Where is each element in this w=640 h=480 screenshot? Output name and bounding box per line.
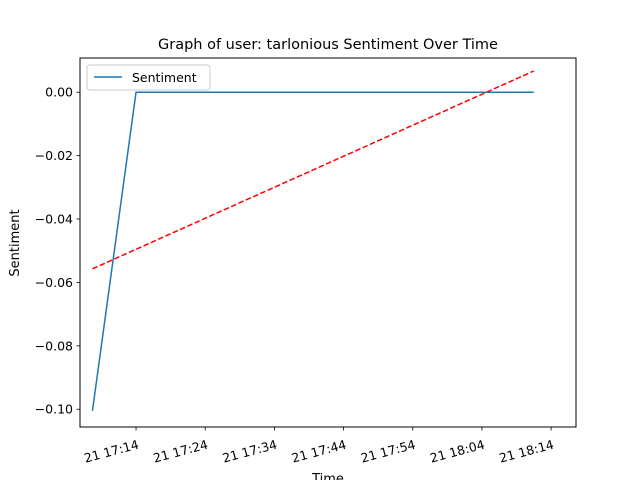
y-tick-label: −0.10 bbox=[35, 402, 73, 417]
x-tick-label: 21 17:24 bbox=[152, 437, 210, 466]
plot-area bbox=[79, 57, 577, 428]
x-tick-label: 21 17:14 bbox=[82, 437, 140, 466]
x-tick-label: 21 17:44 bbox=[290, 437, 348, 466]
plot-frame bbox=[79, 57, 577, 428]
x-tick-label: 21 18:04 bbox=[428, 437, 486, 466]
y-tick-label: 0.00 bbox=[45, 85, 73, 100]
y-tick-label: −0.06 bbox=[35, 275, 73, 290]
x-tick-label: 21 18:14 bbox=[497, 437, 555, 466]
legend-label-sentiment: Sentiment bbox=[132, 70, 197, 85]
x-axis: 21 17:14 21 17:24 21 17:34 21 17:44 21 17:54… bbox=[82, 427, 555, 466]
y-tick-label: −0.08 bbox=[35, 338, 73, 353]
x-axis-label: Time bbox=[311, 472, 344, 480]
chart-title: Graph of user: tarlonious Sentiment Over… bbox=[158, 37, 498, 53]
y-tick-label: −0.04 bbox=[35, 212, 73, 227]
legend: Sentiment bbox=[86, 64, 211, 91]
series-layer bbox=[91, 70, 535, 411]
trend-line bbox=[92, 70, 535, 270]
legend-box bbox=[86, 64, 211, 91]
sentiment-line bbox=[91, 91, 534, 411]
y-axis: 0.00 −0.02 −0.04 −0.06 −0.08 −0.10 bbox=[35, 85, 80, 417]
x-tick-label: 21 17:34 bbox=[221, 437, 279, 466]
y-tick-label: −0.02 bbox=[35, 148, 73, 163]
y-axis-label: Sentiment bbox=[8, 209, 23, 276]
x-tick-label: 21 17:54 bbox=[359, 437, 417, 466]
